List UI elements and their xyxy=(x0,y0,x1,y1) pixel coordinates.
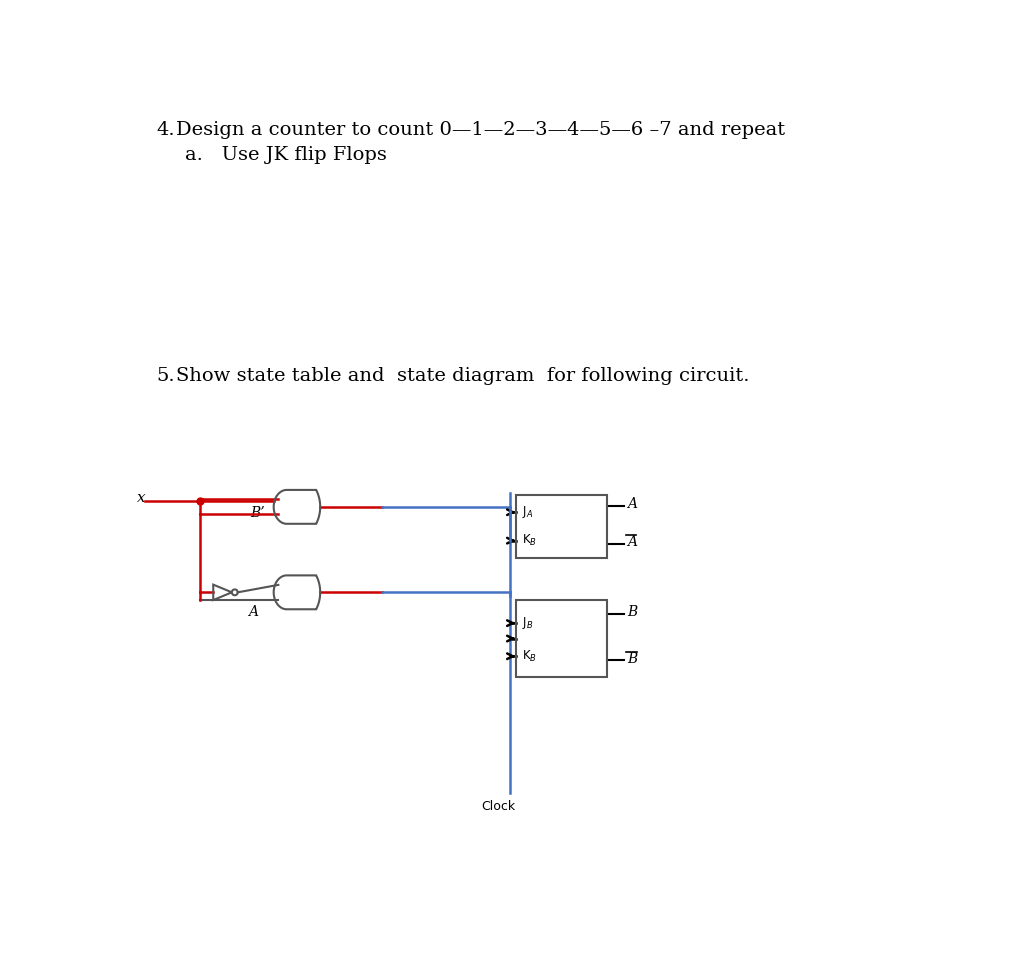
Text: B: B xyxy=(627,652,637,665)
Text: K$_B$: K$_B$ xyxy=(521,649,537,663)
Text: B: B xyxy=(627,606,637,619)
Text: B’: B’ xyxy=(251,506,265,520)
Bar xyxy=(515,494,607,558)
Text: x: x xyxy=(137,490,146,504)
Bar xyxy=(515,600,607,677)
Text: A: A xyxy=(627,535,637,549)
Text: A: A xyxy=(627,497,637,511)
Text: A: A xyxy=(248,605,258,618)
Text: 4.: 4. xyxy=(157,121,175,139)
Text: J$_A$: J$_A$ xyxy=(521,504,532,520)
Text: 5.: 5. xyxy=(157,367,175,386)
Text: J$_B$: J$_B$ xyxy=(521,616,534,631)
Text: a.   Use JK flip Flops: a. Use JK flip Flops xyxy=(184,146,386,164)
Text: Clock: Clock xyxy=(481,800,515,813)
Text: K$_B$: K$_B$ xyxy=(521,533,537,548)
Text: Design a counter to count 0—1—2—3—4—5—6 –7 and repeat: Design a counter to count 0—1—2—3—4—5—6 … xyxy=(176,121,785,139)
Text: Show state table and  state diagram  for following circuit.: Show state table and state diagram for f… xyxy=(176,367,750,386)
